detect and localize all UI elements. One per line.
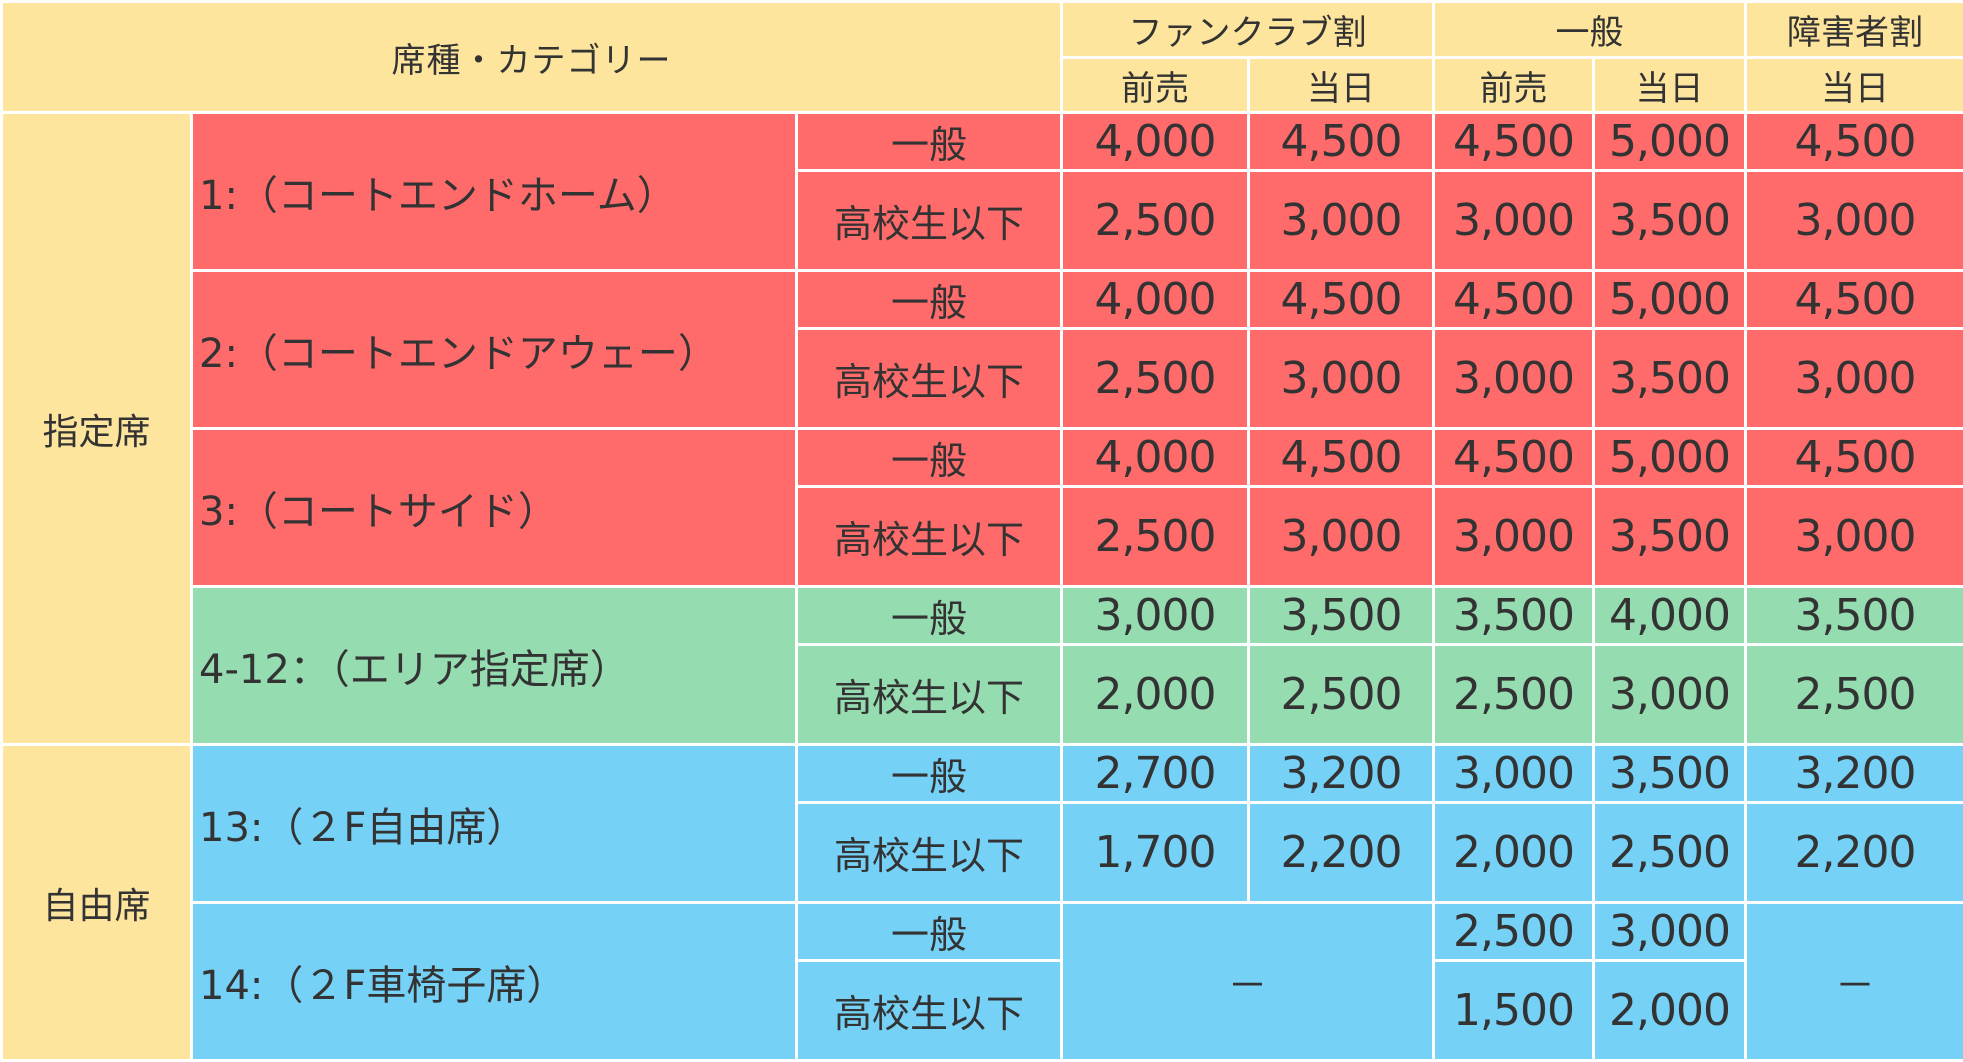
sub-label-adult: 一般	[797, 271, 1062, 329]
price-cell: 4,000	[1062, 429, 1249, 487]
seat-name: 1:（コートエンドホーム）	[192, 113, 797, 271]
price-cell: 4,500	[1434, 271, 1594, 329]
table-row: 指定席 1:（コートエンドホーム） 一般 4,000 4,500 4,500 5…	[2, 113, 1963, 171]
price-cell: 3,000	[1594, 645, 1746, 745]
price-cell: 4,000	[1594, 587, 1746, 645]
price-cell: 2,500	[1594, 803, 1746, 903]
price-cell: 3,000	[1249, 487, 1434, 587]
seat-name: 2:（コートエンドアウェー）	[192, 271, 797, 429]
header-general-sameday: 当日	[1594, 58, 1746, 113]
price-cell: 3,000	[1746, 487, 1963, 587]
price-cell: 2,000	[1594, 961, 1746, 1061]
group-label-free: 自由席	[2, 745, 192, 1061]
price-cell: 2,500	[1062, 329, 1249, 429]
price-cell: 4,500	[1746, 271, 1963, 329]
price-cell: 3,000	[1746, 329, 1963, 429]
price-cell: 3,000	[1746, 171, 1963, 271]
price-cell: 5,000	[1594, 113, 1746, 171]
price-cell: 5,000	[1594, 271, 1746, 329]
group-label-reserved: 指定席	[2, 113, 192, 745]
header-disability-sameday: 当日	[1746, 58, 1963, 113]
header-disability: 障害者割	[1746, 2, 1963, 58]
seat-name: 3:（コートサイド）	[192, 429, 797, 587]
price-cell: 3,000	[1594, 903, 1746, 961]
header-category: 席種・カテゴリー	[2, 2, 1062, 113]
price-cell: 4,500	[1249, 113, 1434, 171]
seat-name: 14:（２F車椅子席）	[192, 903, 797, 1061]
price-cell: 3,500	[1746, 587, 1963, 645]
sub-label-adult: 一般	[797, 587, 1062, 645]
price-cell: 3,200	[1249, 745, 1434, 803]
price-cell: 4,000	[1062, 113, 1249, 171]
not-available-cell: －	[1062, 903, 1434, 1061]
sub-label-student: 高校生以下	[797, 803, 1062, 903]
table-row: 自由席 13:（２F自由席） 一般 2,700 3,200 3,000 3,50…	[2, 745, 1963, 803]
header-row-1: 席種・カテゴリー ファンクラブ割 一般 障害者割	[2, 2, 1963, 58]
price-cell: 2,500	[1746, 645, 1963, 745]
price-cell: 5,000	[1594, 429, 1746, 487]
sub-label-student: 高校生以下	[797, 329, 1062, 429]
price-cell: 2,200	[1746, 803, 1963, 903]
price-cell: 4,500	[1746, 429, 1963, 487]
price-cell: 3,500	[1594, 171, 1746, 271]
price-cell: 1,500	[1434, 961, 1594, 1061]
price-cell: 3,500	[1594, 745, 1746, 803]
price-cell: 2,500	[1062, 487, 1249, 587]
table-row: 2:（コートエンドアウェー） 一般 4,000 4,500 4,500 5,00…	[2, 271, 1963, 329]
seat-name: 4-12：（エリア指定席）	[192, 587, 797, 745]
price-cell: 3,000	[1249, 329, 1434, 429]
price-cell: 2,700	[1062, 745, 1249, 803]
price-cell: 4,500	[1434, 429, 1594, 487]
price-cell: 2,200	[1249, 803, 1434, 903]
sub-label-adult: 一般	[797, 113, 1062, 171]
sub-label-adult: 一般	[797, 429, 1062, 487]
price-cell: 3,500	[1434, 587, 1594, 645]
sub-label-student: 高校生以下	[797, 645, 1062, 745]
sub-label-student: 高校生以下	[797, 961, 1062, 1061]
price-cell: 2,500	[1249, 645, 1434, 745]
price-cell: 4,500	[1249, 271, 1434, 329]
header-fanclub-sameday: 当日	[1249, 58, 1434, 113]
price-cell: 2,500	[1434, 645, 1594, 745]
price-cell: 2,500	[1434, 903, 1594, 961]
price-cell: 1,700	[1062, 803, 1249, 903]
header-general: 一般	[1434, 2, 1746, 58]
table-row: 4-12：（エリア指定席） 一般 3,000 3,500 3,500 4,000…	[2, 587, 1963, 645]
price-cell: 2,500	[1062, 171, 1249, 271]
price-cell: 3,000	[1249, 171, 1434, 271]
price-cell: 2,000	[1434, 803, 1594, 903]
price-cell: 3,000	[1434, 171, 1594, 271]
price-cell: 3,500	[1594, 329, 1746, 429]
header-fanclub-presale: 前売	[1062, 58, 1249, 113]
sub-label-student: 高校生以下	[797, 171, 1062, 271]
sub-label-adult: 一般	[797, 903, 1062, 961]
table-row: 3:（コートサイド） 一般 4,000 4,500 4,500 5,000 4,…	[2, 429, 1963, 487]
sub-label-adult: 一般	[797, 745, 1062, 803]
price-cell: 4,000	[1062, 271, 1249, 329]
not-available-cell: －	[1746, 903, 1963, 1061]
price-cell: 4,500	[1746, 113, 1963, 171]
price-cell: 2,000	[1062, 645, 1249, 745]
price-cell: 3,000	[1434, 745, 1594, 803]
price-cell: 3,000	[1434, 329, 1594, 429]
table-row: 14:（２F車椅子席） 一般 － 2,500 3,000 －	[2, 903, 1963, 961]
seat-name: 13:（２F自由席）	[192, 745, 797, 903]
sub-label-student: 高校生以下	[797, 487, 1062, 587]
price-cell: 3,200	[1746, 745, 1963, 803]
price-cell: 4,500	[1434, 113, 1594, 171]
price-cell: 3,500	[1594, 487, 1746, 587]
price-cell: 3,000	[1434, 487, 1594, 587]
header-fanclub: ファンクラブ割	[1062, 2, 1434, 58]
price-cell: 3,000	[1062, 587, 1249, 645]
price-cell: 3,500	[1249, 587, 1434, 645]
price-cell: 4,500	[1249, 429, 1434, 487]
header-general-presale: 前売	[1434, 58, 1594, 113]
